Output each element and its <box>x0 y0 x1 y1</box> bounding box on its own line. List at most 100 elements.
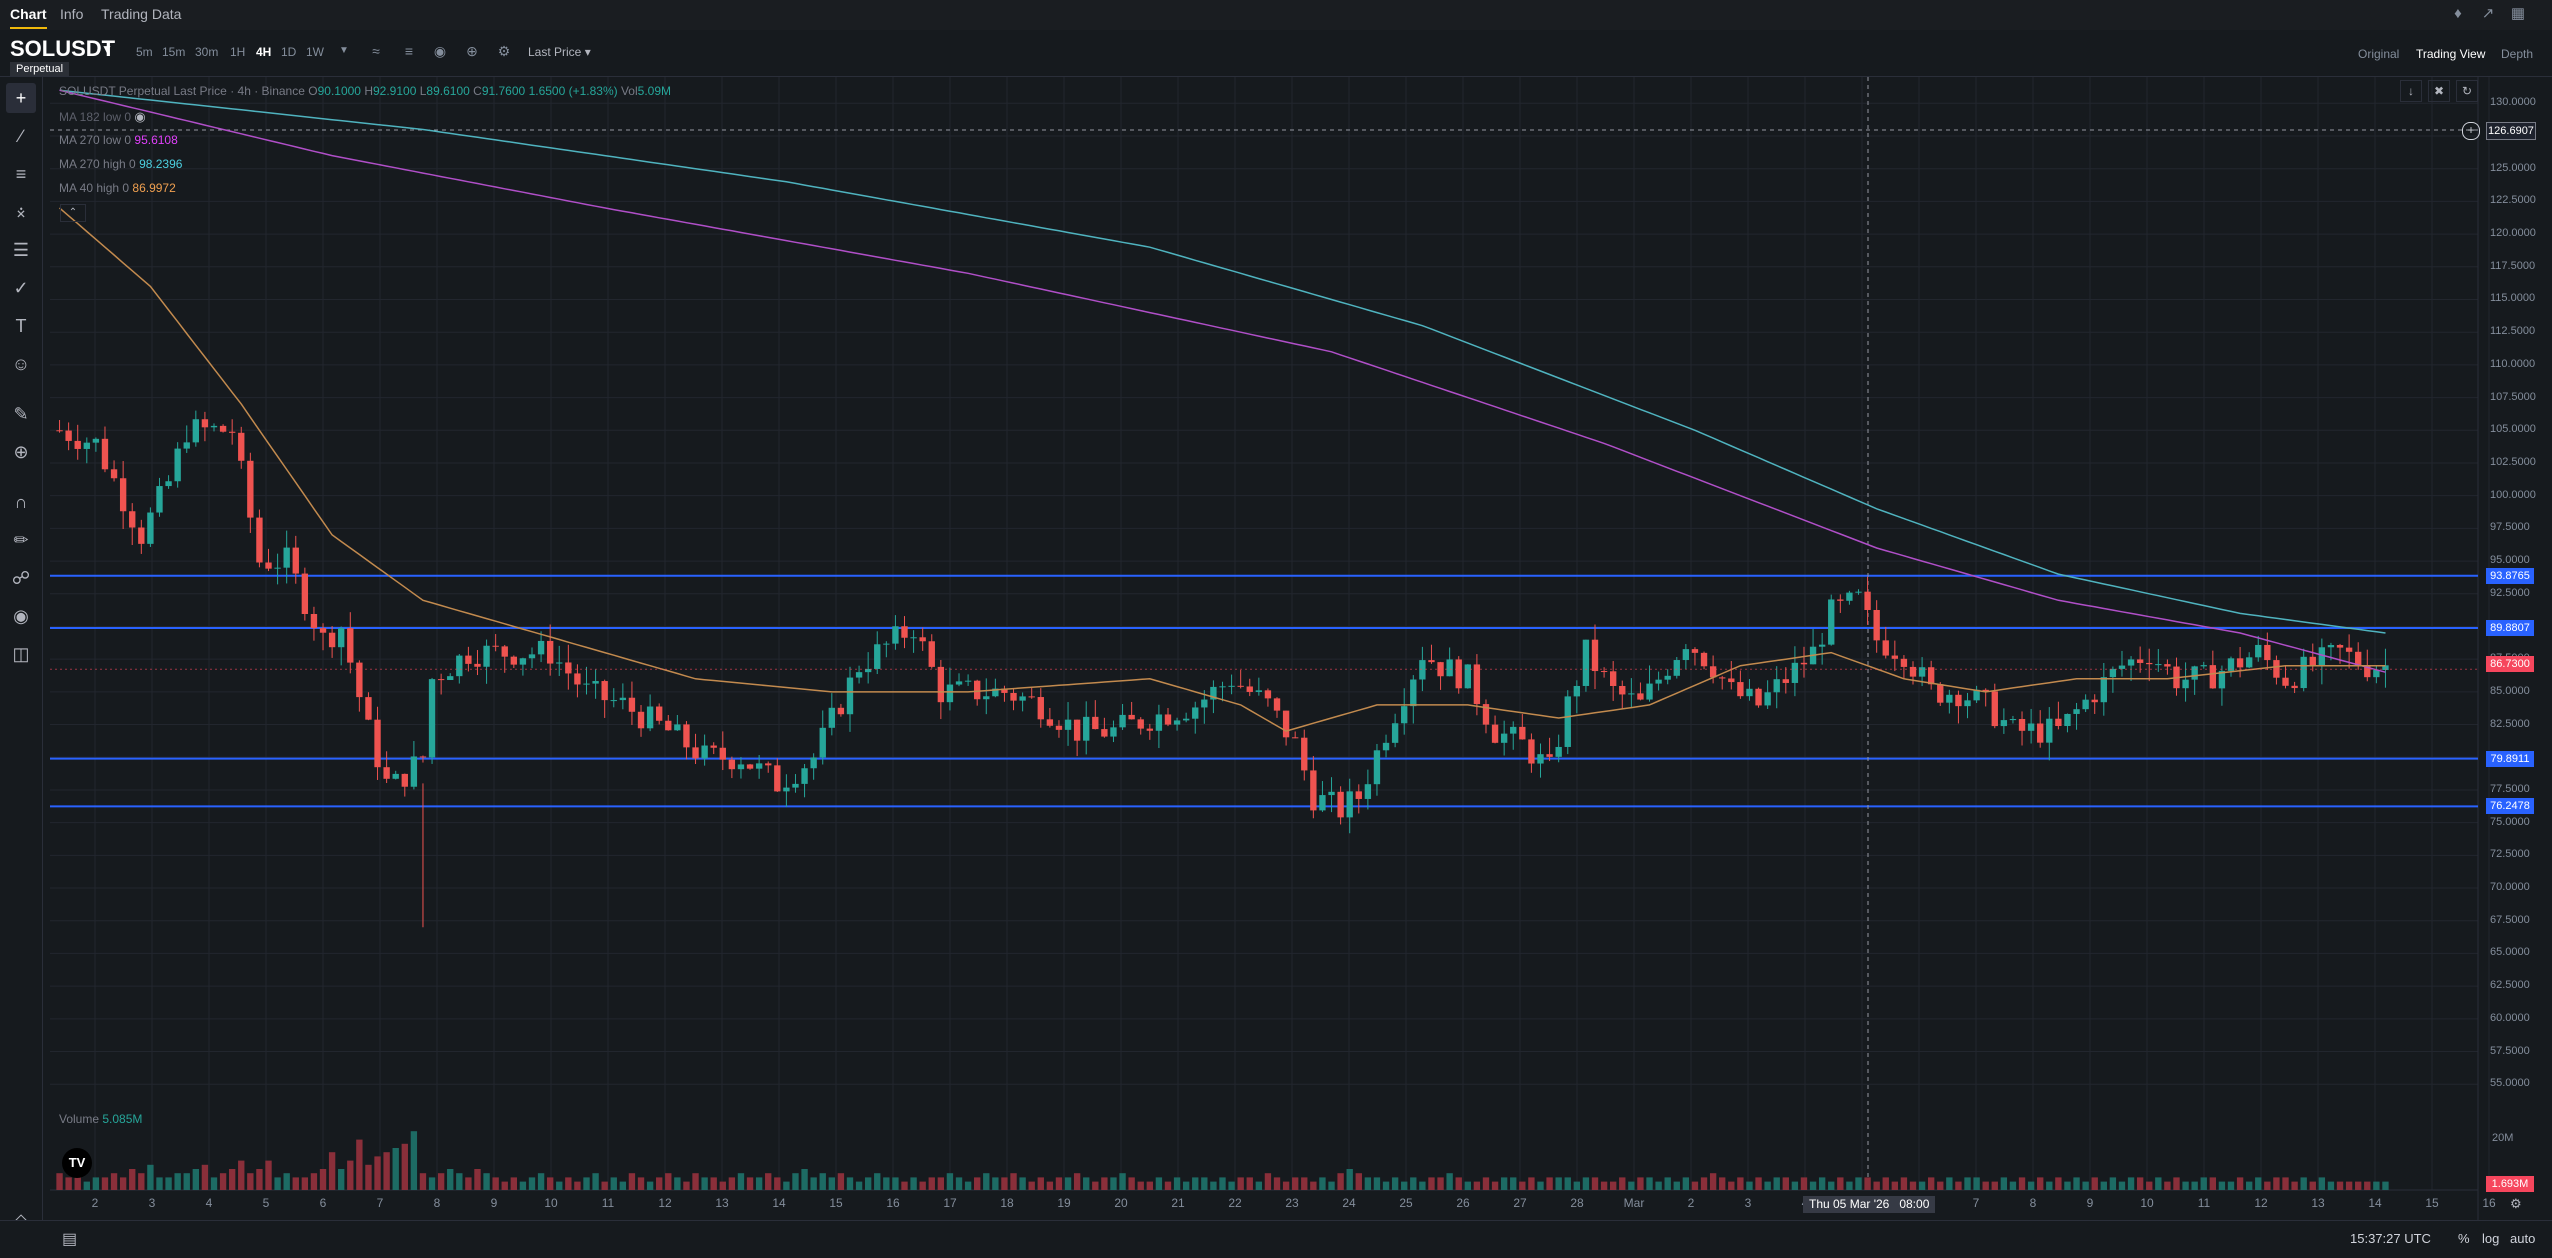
brush-icon[interactable]: ✓ <box>13 278 29 298</box>
view-depth[interactable]: Depth <box>2501 47 2534 61</box>
fullscreen-icon[interactable]: ✖ <box>2428 80 2450 102</box>
grid-icon[interactable]: ▦ <box>2510 5 2526 22</box>
indicators-icon[interactable]: ≈ <box>372 43 380 59</box>
time-tick-label: 12 <box>658 1196 672 1210</box>
chevron-down-icon[interactable]: ▼ <box>101 42 113 56</box>
candle-body <box>1746 688 1753 697</box>
calendar-icon[interactable]: ▤ <box>62 1231 78 1248</box>
price-chart[interactable] <box>0 0 2552 1220</box>
volume-bar <box>1173 1177 1181 1190</box>
tab-chart[interactable]: Chart <box>10 6 47 29</box>
percent-toggle[interactable]: % <box>2458 1231 2470 1246</box>
lock-icon[interactable]: ☍ <box>11 568 31 588</box>
timeframe-30m[interactable]: 30m <box>195 45 219 59</box>
candle-body <box>1473 664 1481 705</box>
indicator-ma182[interactable]: MA 182 low 0 ◉ <box>59 109 146 125</box>
candle-body <box>1873 609 1880 641</box>
candle-body <box>2309 656 2316 667</box>
tab-trading-data[interactable]: Trading Data <box>101 6 182 22</box>
indicator-ma40-high[interactable]: MA 40 high 0 86.9972 <box>59 181 176 195</box>
price-type-select[interactable]: Last Price ▾ <box>528 45 591 59</box>
candle-body <box>1800 662 1808 665</box>
volume-bar <box>1564 1177 1571 1190</box>
chart-toolbar: SOLUSDT ▼ Perpetual 5m 15m 30m 1H 4H 1D … <box>0 30 2552 77</box>
crosshair-icon[interactable]: + <box>6 83 36 113</box>
candle-body <box>1264 690 1272 699</box>
text-icon[interactable]: T <box>15 316 27 336</box>
fib-icon[interactable]: ☰ <box>12 240 30 260</box>
stay-drawing-icon[interactable]: ✏ <box>13 530 29 550</box>
indicator-value: 95.6108 <box>134 133 178 147</box>
candle-body <box>2164 664 2171 667</box>
timeframe-1h[interactable]: 1H <box>230 45 246 59</box>
candle-body <box>2218 670 2226 689</box>
candle-body <box>1937 684 1944 703</box>
hline-price-label: 79.8911 <box>2486 750 2534 767</box>
horizontal-lines-icon[interactable]: ≡ <box>15 164 27 184</box>
add-alert-icon[interactable]: ⊕ <box>466 43 478 59</box>
volume-bar <box>1192 1177 1199 1190</box>
eye-icon[interactable]: ◉ <box>13 606 29 626</box>
timeframe-4h[interactable]: 4H <box>256 45 272 59</box>
camera-icon[interactable]: ◉ <box>433 43 447 59</box>
volume-bar <box>992 1177 999 1190</box>
timeframe-5m[interactable]: 5m <box>136 45 153 59</box>
candle-body <box>610 700 617 702</box>
volume-bar <box>1310 1181 1317 1190</box>
volume-bar <box>983 1173 990 1190</box>
expand-icon[interactable]: ↗ <box>2481 5 2495 22</box>
volume-bar <box>556 1181 563 1190</box>
volume-bar <box>2073 1177 2080 1190</box>
bell-icon[interactable]: ♦ <box>2454 5 2462 22</box>
log-toggle[interactable]: log <box>2482 1231 2500 1246</box>
volume-bar <box>110 1173 118 1190</box>
indicator-ma270-low[interactable]: MA 270 low 0 95.6108 <box>59 133 178 147</box>
candle-body <box>1192 707 1199 719</box>
time-tick-label: 11 <box>2197 1196 2211 1210</box>
scroll-down-icon[interactable]: ↓ <box>2400 80 2422 102</box>
timeframe-15m[interactable]: 15m <box>162 45 186 59</box>
view-trading-view[interactable]: Trading View <box>2416 47 2486 61</box>
indicator-ma270-high[interactable]: MA 270 high 0 98.2396 <box>59 157 182 171</box>
trash-icon[interactable]: ◫ <box>12 644 30 664</box>
view-original[interactable]: Original <box>2358 47 2400 61</box>
volume-bar <box>1391 1177 1399 1190</box>
timeframe-1d[interactable]: 1D <box>281 45 297 59</box>
volume-bar <box>1927 1177 1935 1190</box>
magnet-icon[interactable]: ∩ <box>14 492 28 512</box>
pattern-icon[interactable]: ⨰ <box>15 202 27 222</box>
tradingview-logo[interactable]: TV <box>62 1148 92 1178</box>
indicator-value: 98.2396 <box>139 157 183 171</box>
volume-bar <box>1182 1181 1190 1190</box>
symbol-name[interactable]: SOLUSDT <box>10 36 116 61</box>
ruler-icon[interactable]: ✎ <box>13 404 29 424</box>
volume-bar <box>519 1181 527 1190</box>
eye-off-icon[interactable]: ◉ <box>134 109 146 124</box>
candle-body <box>1228 685 1235 687</box>
utc-clock[interactable]: 15:37:27 UTC <box>2350 1231 2431 1246</box>
auto-toggle[interactable]: auto <box>2510 1231 2536 1246</box>
volume-bar <box>574 1181 581 1190</box>
collapse-legend-button[interactable]: ⌃ <box>60 204 86 222</box>
volume-bar <box>492 1177 499 1190</box>
axis-settings-icon[interactable]: ⚙ <box>2510 1196 2522 1211</box>
zoom-in-icon[interactable]: ⊕ <box>13 442 29 462</box>
chart-type-icon[interactable]: ≡ <box>404 43 414 59</box>
candle-body <box>628 697 636 712</box>
timeframe-1w[interactable]: 1W <box>306 45 324 59</box>
more-timeframes-icon[interactable]: ▼ <box>339 45 349 56</box>
add-alert-crosshair-icon[interactable]: + <box>2462 122 2480 140</box>
refresh-icon[interactable]: ↻ <box>2456 80 2478 102</box>
emoji-icon[interactable]: ☺ <box>11 354 31 374</box>
candle-body <box>301 573 309 615</box>
candle-body <box>1446 659 1453 677</box>
volume-bar <box>1282 1181 1290 1190</box>
volume-bar <box>147 1164 154 1190</box>
candle-body <box>1110 727 1117 737</box>
tab-info[interactable]: Info <box>60 6 84 22</box>
volume-bar <box>1973 1177 1980 1190</box>
volume-bar <box>1401 1181 1408 1190</box>
candle-body <box>2027 723 2035 731</box>
trend-line-icon[interactable]: ∕ <box>19 126 23 146</box>
settings-icon[interactable]: ⚙ <box>497 43 511 59</box>
